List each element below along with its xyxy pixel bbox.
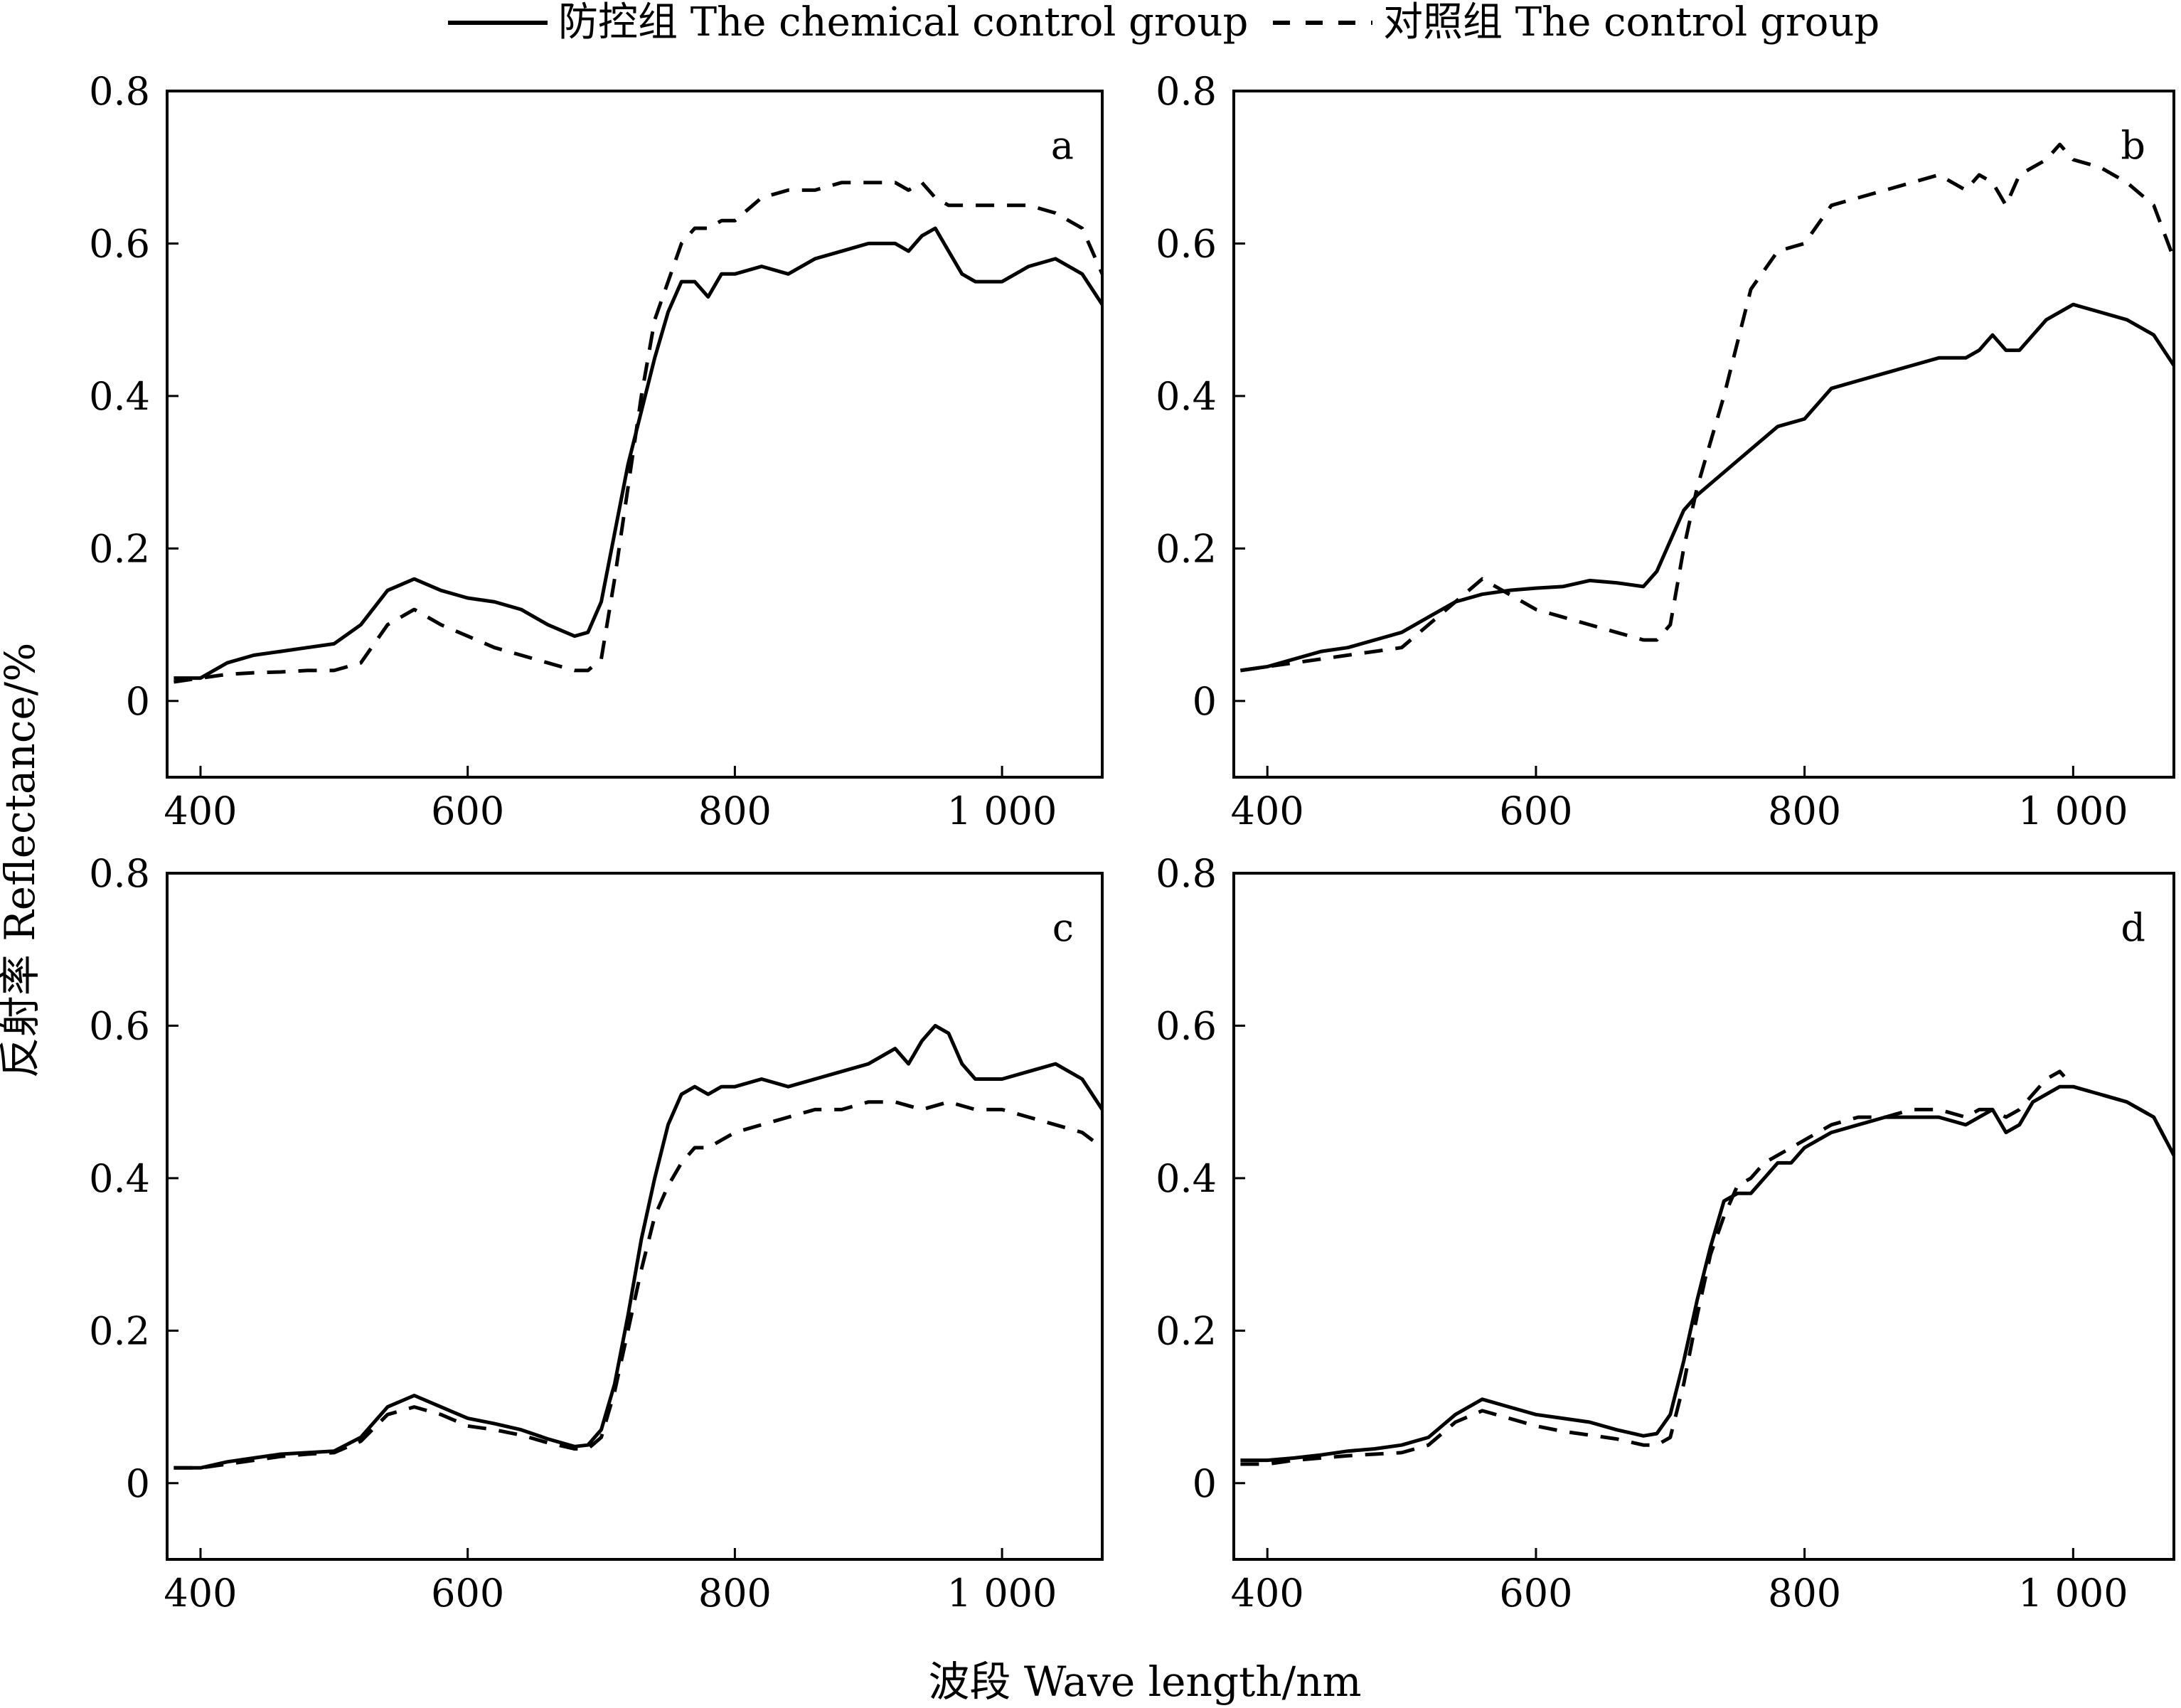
series-line-chemical-control [1240, 1084, 2176, 1463]
series-line-control [174, 181, 1104, 684]
series-line-control [1240, 1069, 2176, 1466]
y-tick-label: 0.4 [1156, 374, 1217, 419]
y-tick-label: 0.2 [89, 1308, 150, 1353]
y-tick-label: 0.6 [89, 1003, 150, 1048]
plot-frame [1232, 872, 2175, 1561]
series-line-control [174, 1100, 1104, 1470]
y-tick-label: 0.4 [1156, 1156, 1217, 1201]
y-tick-label: 0.4 [89, 374, 150, 419]
x-tick-label: 400 [164, 1571, 237, 1616]
panel-c: 400 600 800 1 000 0 0.2 0.4 0.6 0.8 c [89, 851, 1104, 1616]
x-tick-label: 800 [698, 789, 772, 833]
y-tick-label: 0 [1193, 1461, 1217, 1506]
x-tick-label: 1 000 [947, 789, 1057, 833]
y-tick-label: 0.6 [1156, 1003, 1217, 1048]
x-tick-label: 800 [698, 1571, 772, 1616]
y-tick-label: 0 [126, 1461, 150, 1506]
x-tick-label: 800 [1768, 789, 1841, 833]
y-tick-label: 0.4 [89, 1156, 150, 1201]
x-tick-label: 800 [1768, 1571, 1841, 1616]
panel-label: a [1051, 123, 1074, 168]
plot-frame [1232, 90, 2175, 779]
y-tick-label: 0.8 [1156, 851, 1217, 896]
y-axis-title: 反射率 Reflectance/% [0, 643, 44, 1079]
y-tick-label: 0.6 [1156, 221, 1217, 266]
y-tick-label: 0.6 [89, 221, 150, 266]
y-tick-label: 0.2 [1156, 526, 1217, 571]
x-axis-title: 波段 Wave length/nm [928, 1658, 1361, 1706]
x-tick-label: 1 000 [2018, 1571, 2128, 1616]
x-tick-label: 400 [1231, 789, 1304, 833]
series-line-control [1240, 142, 2176, 673]
y-tick-label: 0 [126, 679, 150, 724]
x-tick-label: 600 [431, 789, 504, 833]
series-line-chemical-control [1240, 302, 2176, 673]
plot-frame [166, 872, 1104, 1561]
x-tick-label: 600 [1499, 1571, 1572, 1616]
x-tick-label: 400 [164, 789, 237, 833]
y-tick-label: 0.8 [89, 851, 150, 896]
x-tick-label: 600 [431, 1571, 504, 1616]
x-tick-label: 1 000 [947, 1571, 1057, 1616]
y-tick-label: 0 [1193, 679, 1217, 724]
legend: 防控组 The chemical control group 对照组 The c… [448, 0, 1879, 46]
x-tick-label: 600 [1499, 789, 1572, 833]
x-tick-label: 400 [1231, 1571, 1304, 1616]
panels: 400 600 800 1 000 0 0.2 0.4 0.6 0.8 a 400 600 800 1 0… [89, 69, 2176, 1616]
legend-dashed-label: 对照组 The control group [1383, 0, 1879, 46]
y-tick-label: 0.2 [1156, 1308, 1217, 1353]
legend-solid-label: 防控组 The chemical control group [558, 0, 1248, 46]
panel-a: 400 600 800 1 000 0 0.2 0.4 0.6 0.8 a [89, 69, 1104, 833]
y-tick-label: 0.8 [1156, 69, 1217, 114]
plot-frame [166, 90, 1104, 779]
series-line-chemical-control [174, 1023, 1104, 1470]
x-tick-label: 1 000 [2018, 789, 2128, 833]
panel-label: c [1052, 905, 1074, 950]
series-line-chemical-control [174, 226, 1104, 680]
panel-label: b [2121, 123, 2145, 168]
y-tick-label: 0.8 [89, 69, 150, 114]
y-tick-label: 0.2 [89, 526, 150, 571]
panel-label: d [2121, 905, 2145, 950]
panel-d: 400 600 800 1 000 0 0.2 0.4 0.6 0.8 d [1156, 851, 2176, 1616]
panel-b: 400 600 800 1 000 0 0.2 0.4 0.6 0.8 b [1156, 69, 2176, 833]
